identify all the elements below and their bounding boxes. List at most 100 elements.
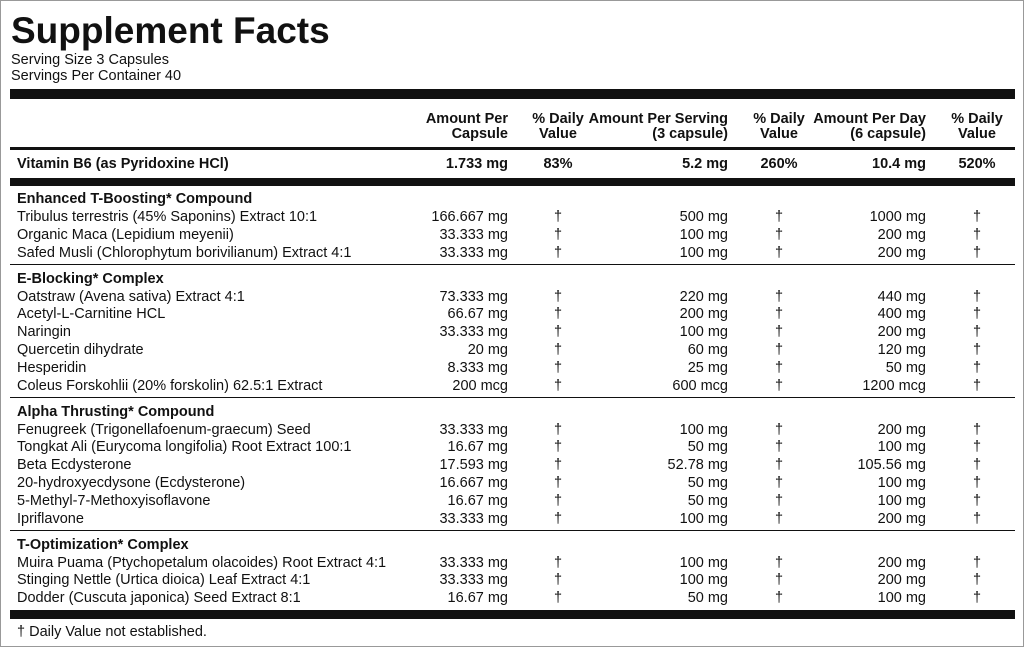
amount: 100 mg [877,492,926,509]
daily-value: † [553,457,563,474]
amount: 16.67 mg [447,439,508,456]
amount: 120 mg [877,342,926,358]
amount: 200 mg [679,306,728,323]
daily-value: † [972,226,982,243]
title: Supplement Facts [11,10,330,51]
ingredient-name: Safed Musli (Chlorophytum borivilianum) … [17,244,352,261]
daily-value: † [972,457,982,474]
amount: 200 mg [877,324,926,341]
column-header: Value [539,126,577,142]
ingredient-name: Naringin [17,324,71,341]
column-header: % Daily [532,111,584,127]
amount: 200 mg [877,244,926,261]
daily-value: † [972,590,982,607]
daily-value: † [972,492,982,509]
column-header: Value [760,126,798,142]
ingredient-name: Muira Puama (Ptychopetalum olacoides) Ro… [17,554,387,571]
amount: 33.333 mg [439,421,508,438]
amount: 200 mg [877,510,926,527]
ingredient-name: Ipriflavone [17,510,84,527]
nutrient-value: 83% [543,156,573,172]
daily-value: † [553,359,563,376]
section-title: E-Blocking* Complex [17,270,164,287]
daily-value: † [553,572,563,589]
daily-value: † [553,554,563,571]
daily-value: † [774,359,784,376]
amount: 25 mg [687,359,728,376]
column-header: Amount Per Serving [588,111,728,127]
daily-value: † [553,244,563,261]
daily-value: † [774,324,784,341]
ingredient-name: Tribulus terrestris (45% Saponins) Extra… [17,209,318,225]
daily-value: † [774,492,784,509]
daily-value: † [972,572,982,589]
nutrient-value: 1.733 mg [445,156,508,172]
rule [10,396,1015,399]
daily-value: † [972,342,982,358]
daily-value: † [553,209,563,225]
ingredient-name: Fenugreek (Trigonellafoenum-graecum) See… [17,421,311,438]
amount: 16.67 mg [447,590,508,607]
daily-value: † [972,554,982,571]
amount: 200 mg [877,421,926,438]
daily-value: † [553,288,563,305]
column-header: Value [958,126,996,142]
nutrient-name: Vitamin B6 (as Pyridoxine HCl) [17,156,229,172]
daily-value: † [972,209,982,225]
ingredient-name: Hesperidin [17,359,87,376]
amount: 100 mg [679,244,728,261]
daily-value: † [774,244,784,261]
nutrient-value: 10.4 mg [872,156,926,172]
amount: 100 mg [877,475,926,491]
daily-value: † [972,510,982,527]
column-header: Capsule [451,126,508,142]
daily-value: † [774,342,784,358]
amount: 60 mg [687,342,728,358]
daily-value: † [774,209,784,225]
column-header: % Daily [951,111,1003,127]
amount: 33.333 mg [439,572,508,589]
amount: 1200 mcg [862,377,926,394]
daily-value: † [774,475,784,491]
column-header: (6 capsule) [850,126,926,142]
daily-value: † [774,590,784,607]
daily-value: † [774,510,784,527]
amount: 100 mg [679,510,728,527]
daily-value: † [553,324,563,341]
daily-value: † [972,421,982,438]
amount: 100 mg [679,421,728,438]
amount: 33.333 mg [439,244,508,261]
daily-value: † [774,439,784,456]
section-title: T-Optimization* Complex [17,536,189,553]
rule [10,147,1015,150]
thick-rule [10,178,1015,186]
daily-value: † [774,572,784,589]
ingredient-name: Quercetin dihydrate [17,342,144,358]
amount: 50 mg [687,475,728,491]
servings-per-container: Servings Per Container 40 [11,68,182,84]
amount: 100 mg [679,554,728,571]
thick-rule [10,89,1015,99]
ingredient-name: 20-hydroxyecdysone (Ecdysterone) [17,475,246,491]
daily-value: † [553,306,563,323]
daily-value: † [553,492,563,509]
amount: 200 mg [877,572,926,589]
daily-value: † [972,439,982,456]
daily-value: † [972,324,982,341]
ingredient-name: Stinging Nettle (Urtica dioica) Leaf Ext… [17,572,311,589]
daily-value: † [972,244,982,261]
amount: 50 mg [687,492,728,509]
daily-value: † [774,288,784,305]
amount: 220 mg [679,288,728,305]
amount: 1000 mg [869,209,926,225]
amount: 66.67 mg [447,306,508,323]
amount: 33.333 mg [439,324,508,341]
amount: 500 mg [679,209,728,225]
amount: 440 mg [877,288,926,305]
footnote: † Daily Value not established. [17,624,207,641]
amount: 166.667 mg [431,209,508,225]
column-header: % Daily [753,111,805,127]
daily-value: † [972,288,982,305]
daily-value: † [972,306,982,323]
